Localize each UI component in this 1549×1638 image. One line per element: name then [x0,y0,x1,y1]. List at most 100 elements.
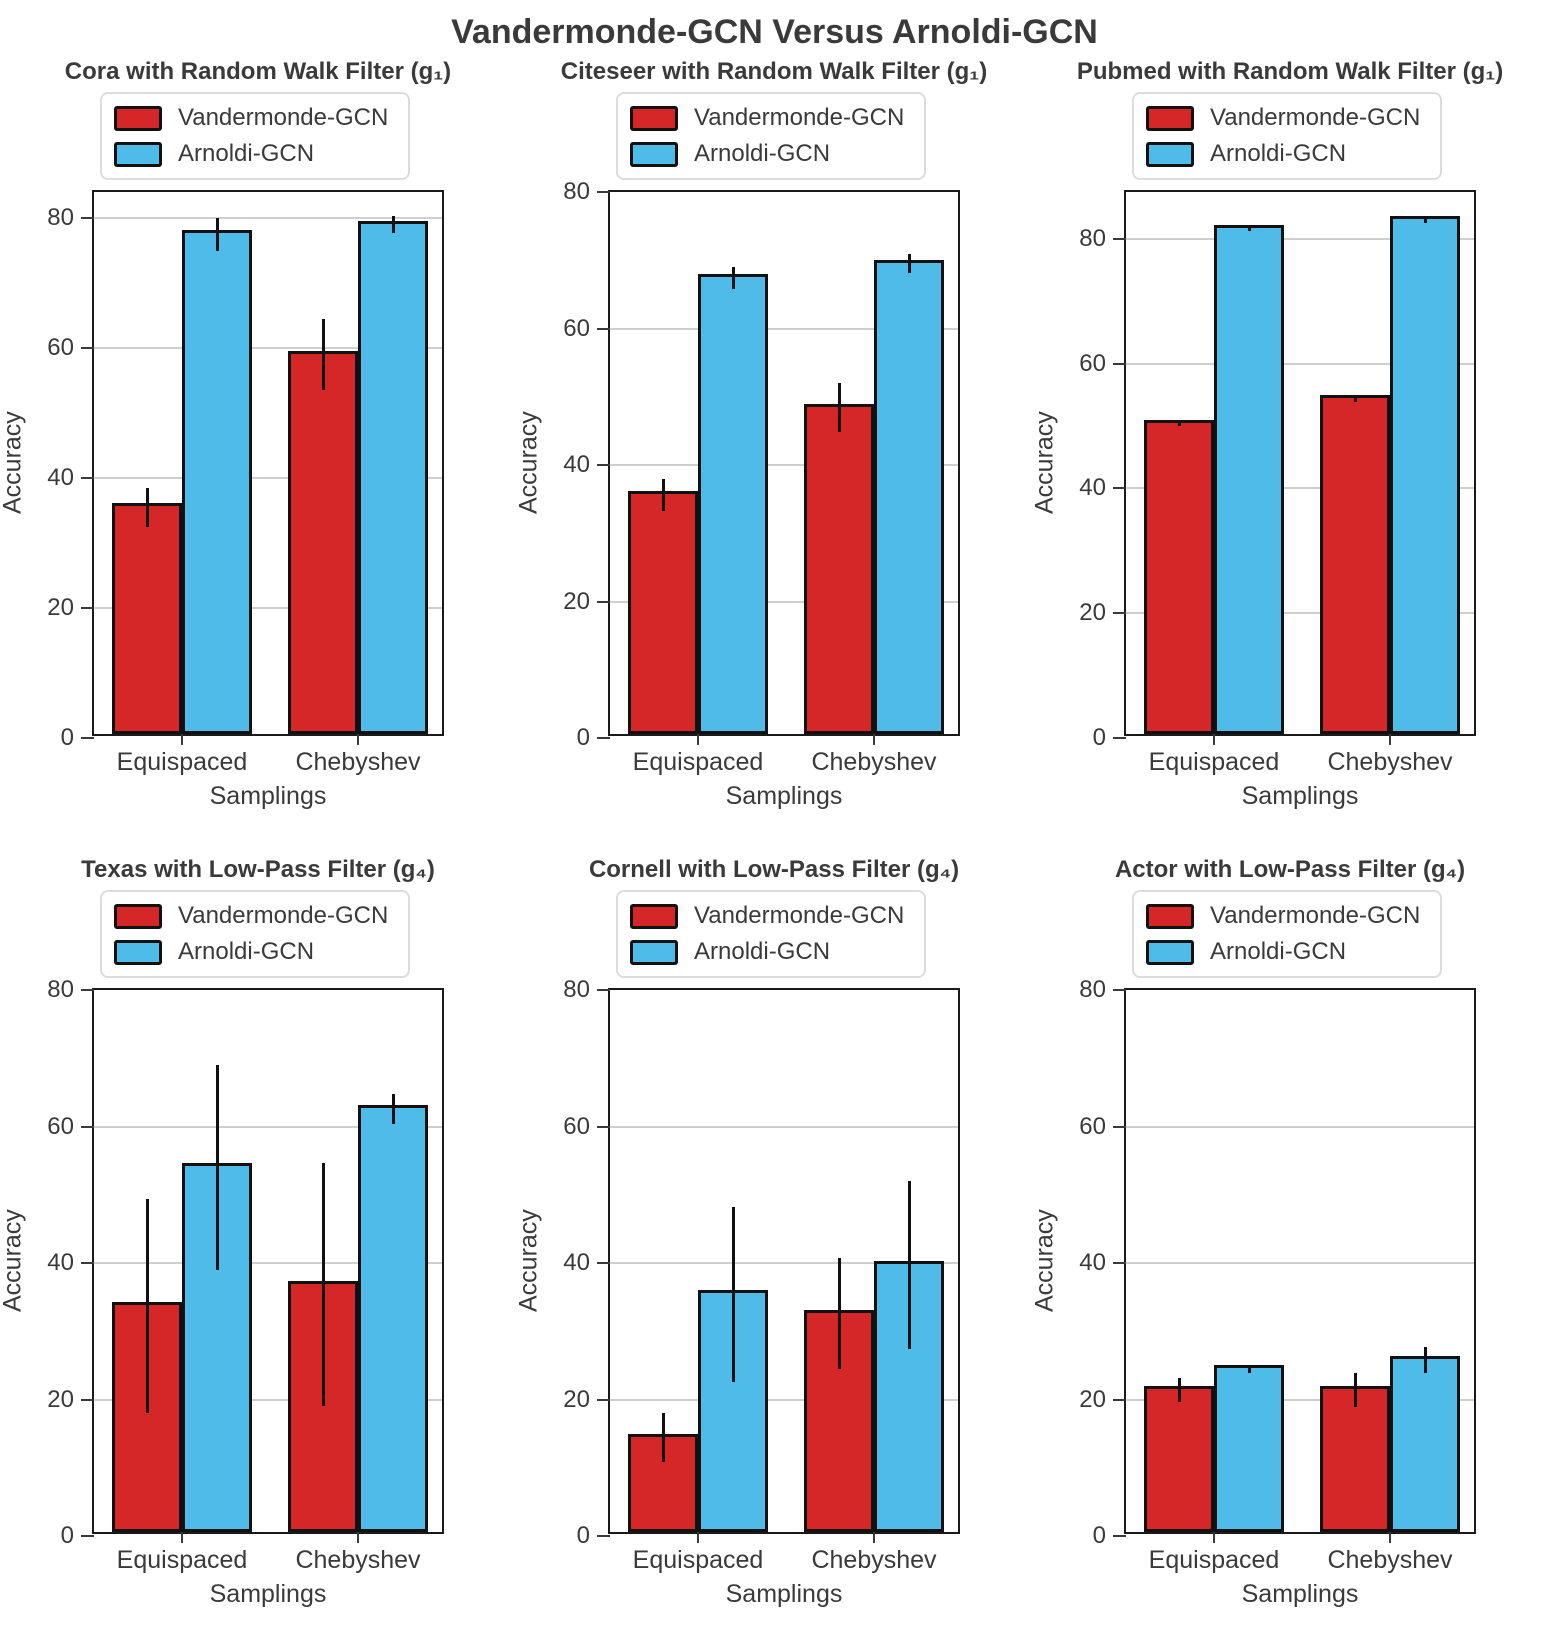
y-axis-label: Accuracy [514,1209,543,1313]
y-tick-mark [597,1535,610,1537]
x-tick-mark [697,734,699,745]
y-tick-mark [81,737,94,739]
plot-area: Accuracy 0 20 40 60 80 Equispaced Chebyshev Samp… [1031,976,1476,1608]
x-tick-label: Equispaced [116,748,248,776]
legend-label: Arnoldi-GCN [178,938,315,965]
y-tick-mark [1113,237,1126,240]
y-tick-label: 40 [563,1249,590,1276]
error-bar-vandermonde-gcn-chebyshev [321,318,325,391]
legend-swatch-vandermonde-gcn [1146,903,1194,929]
gridline [94,1125,442,1128]
y-tick-mark [597,989,610,991]
error-bar-arnoldi-gcn-chebyshev [907,254,911,274]
subplot-citeseer: Citeseer with Random Walk Filter (g₁) Van… [515,56,1032,828]
legend-swatch-vandermonde-gcn [114,105,162,131]
x-tick-mark [873,734,875,745]
x-tick-mark [181,1532,183,1543]
y-tick-mark [81,347,94,349]
legend-swatch-vandermonde-gcn [630,903,678,929]
legend-label: Vandermonde-GCN [694,104,905,131]
subplot-pubmed: Pubmed with Random Walk Filter (g₁) Vande… [1031,56,1548,828]
y-tick-label: 20 [563,1385,590,1413]
legend-item: Arnoldi-GCN [114,938,388,966]
gridline [1126,1398,1474,1401]
y-tick-mark [1113,1535,1126,1537]
x-axis-label: Samplings [1241,782,1359,810]
bar-arnoldi-gcn-equispaced [1214,1365,1284,1532]
bar-arnoldi-gcn-chebyshev [1390,1355,1460,1532]
y-tick-mark [1113,989,1126,991]
plot-area: Accuracy 0 20 40 60 80 Equispaced Chebyshev Samp… [0,190,444,810]
legend-label: Arnoldi-GCN [694,938,831,965]
error-bar-vandermonde-gcn-chebyshev [321,1163,325,1407]
plot-area: Accuracy 0 20 40 60 80 Equispaced Chebyshev Samp… [1031,190,1476,810]
legend-label: Vandermonde-GCN [1210,902,1421,929]
legend: Vandermonde-GCN Arnoldi-GCN [616,92,927,180]
x-tick-mark [1389,1532,1391,1543]
x-tick-mark [1213,734,1215,745]
gridline [94,217,442,219]
legend-swatch-vandermonde-gcn [1146,105,1194,131]
legend-label: Vandermonde-GCN [178,104,389,131]
legend-label: Arnoldi-GCN [1210,938,1347,965]
legend-swatch-arnoldi-gcn [1146,141,1194,167]
y-tick-label: 40 [47,464,74,491]
bar-vandermonde-gcn-equispaced [628,491,698,734]
y-tick-mark [81,989,94,991]
legend-item: Vandermonde-GCN [1146,104,1420,132]
y-tick-label: 80 [47,976,74,1003]
y-tick-label: 60 [563,314,590,342]
legend-label: Vandermonde-GCN [178,902,389,929]
bar-vandermonde-gcn-equispaced [1144,419,1214,734]
bar-vandermonde-gcn-chebyshev [804,403,874,734]
gridline [610,1125,958,1128]
legend-label: Vandermonde-GCN [1210,104,1421,131]
gridline [1126,612,1474,615]
y-tick-mark [597,327,610,330]
subplot-title: Pubmed with Random Walk Filter (g₁) [1076,58,1504,85]
x-tick-mark [181,734,183,745]
x-tick-label: Equispaced [1148,1546,1280,1574]
error-bar-vandermonde-gcn-equispaced [1177,421,1181,426]
gridline [610,1398,958,1401]
x-tick-mark [357,1532,359,1543]
y-tick-mark [1113,612,1126,615]
y-tick-label: 40 [563,451,590,478]
error-bar-vandermonde-gcn-equispaced [145,487,149,527]
error-bar-arnoldi-gcn-equispaced [731,1207,735,1382]
y-tick-label: 20 [1079,1385,1106,1413]
x-tick-label: Chebyshev [1327,1546,1453,1574]
y-tick-label: 60 [47,334,74,361]
error-bar-vandermonde-gcn-chebyshev [1353,1372,1357,1407]
subplot-title: Citeseer with Random Walk Filter (g₁) [560,58,988,85]
y-tick-label: 20 [1079,599,1106,627]
bar-vandermonde-gcn-equispaced [112,503,182,734]
y-tick-label: 60 [1079,349,1106,377]
legend: Vandermonde-GCN Arnoldi-GCN [1132,890,1443,978]
x-tick-mark [697,1532,699,1543]
x-axis-label: Samplings [209,782,327,810]
y-tick-mark [1113,1262,1126,1264]
x-tick-mark [1213,1532,1215,1543]
error-bar-vandermonde-gcn-equispaced [661,479,665,511]
subplot-texas: Texas with Low-Pass Filter (g₄) Vandermon… [0,854,516,1626]
y-axis-label: Accuracy [1030,411,1059,515]
legend-item: Arnoldi-GCN [1146,140,1420,168]
y-tick-mark [597,1262,610,1264]
y-tick-label: 40 [47,1249,74,1276]
x-tick-label: Chebyshev [295,748,421,776]
y-tick-mark [81,607,94,609]
charts-grid: Cora with Random Walk Filter (g₁) Vanderm… [0,56,1549,1626]
x-axis-label: Samplings [725,1580,843,1608]
subplot-title: Texas with Low-Pass Filter (g₄) [81,856,435,883]
y-tick-mark [1113,1125,1126,1128]
x-tick-label: Chebyshev [1327,748,1453,776]
legend-item: Vandermonde-GCN [630,902,904,930]
x-tick-label: Equispaced [632,748,764,776]
legend-item: Arnoldi-GCN [1146,938,1420,966]
y-tick-mark [597,600,610,603]
plot-area: Accuracy 0 20 40 60 80 Equispaced Chebyshev Samp… [0,976,444,1608]
legend-item: Arnoldi-GCN [114,140,388,168]
gridline [1126,1125,1474,1128]
bar-vandermonde-gcn-chebyshev [288,350,358,734]
